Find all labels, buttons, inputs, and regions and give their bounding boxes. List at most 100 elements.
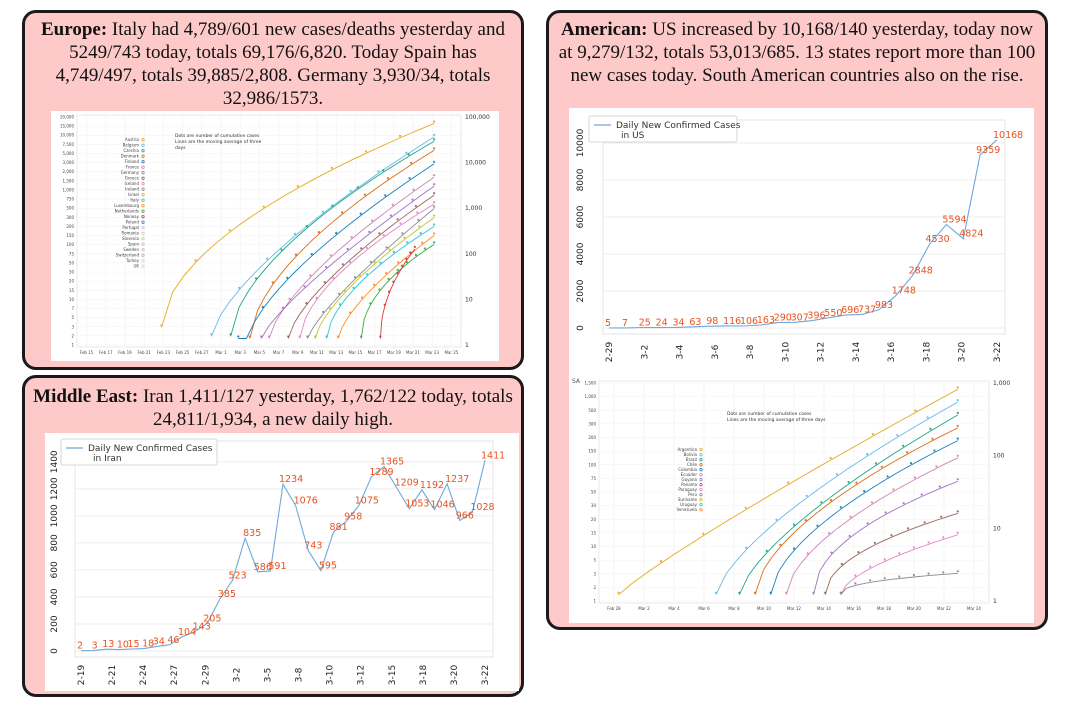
- eu-country-curve: [314, 217, 435, 339]
- sa-country-dot: [956, 570, 959, 573]
- sa-legend-entry: Argentina: [677, 447, 697, 452]
- sa-country-dot: [839, 591, 842, 594]
- eu-legend-marker: [141, 248, 145, 252]
- eu-country-dot: [315, 296, 318, 299]
- eu-right-tick-label: 1: [465, 342, 469, 349]
- us-point-label: 4824: [959, 229, 983, 240]
- iran-x-tick-label: 2-21: [108, 665, 118, 685]
- sa-left-tick-label: 3: [593, 571, 596, 576]
- eu-x-tick-label: Feb 25: [176, 350, 190, 355]
- sa-country-dot: [956, 399, 959, 402]
- sa-left-tick-label: 500: [588, 408, 596, 413]
- iran-y-tick-label: 400: [50, 588, 60, 605]
- sa-country-dot: [942, 571, 945, 574]
- sa-x-tick-label: Mar 16: [847, 606, 861, 611]
- iran-plot-frame: [74, 440, 494, 658]
- eu-country-dot: [194, 259, 197, 262]
- iran-point-label: 1192: [420, 480, 444, 491]
- eu-left-tick-label: 15: [69, 288, 75, 293]
- eu-legend-entry: Portugal: [122, 225, 139, 230]
- eu-left-tick-label: 7: [71, 306, 74, 311]
- eu-legend-entry: Italy: [130, 198, 139, 203]
- eu-left-tick-label: 1,500: [63, 178, 75, 183]
- sa-left-tick-label: 1: [593, 599, 596, 604]
- sa-country-dot: [956, 531, 959, 534]
- sa-country-dot: [829, 457, 832, 460]
- eu-legend-marker: [141, 138, 145, 142]
- sa-country-dot: [792, 523, 796, 526]
- middle-east-panel: Middle East: Iran 1,411/127 yesterday, 1…: [22, 375, 524, 697]
- sa-country-curve: [840, 572, 958, 595]
- eu-country-dot: [389, 214, 392, 217]
- iran-legend-box: [60, 438, 218, 466]
- eu-country-dot: [360, 247, 363, 250]
- eu-left-tick-label: 75: [69, 251, 75, 256]
- eu-x-tick-label: Mar 23: [425, 350, 439, 355]
- eu-country-dot: [330, 166, 333, 169]
- eu-x-tick-label: Feb 27: [195, 350, 209, 355]
- sa-country-dot: [956, 478, 959, 481]
- eu-country-dot: [387, 290, 391, 293]
- eu-x-tick-label: Feb 17: [99, 350, 113, 355]
- sa-country-curve: [770, 440, 959, 595]
- sa-country-dot: [745, 546, 748, 549]
- sa-legend-entry: Brazil: [686, 457, 697, 462]
- iran-legend-line1: Daily New Confirmed Cases: [88, 444, 213, 454]
- sa-legend-marker: [699, 473, 703, 477]
- eu-legend-marker: [141, 171, 145, 175]
- sa-country-dot: [890, 534, 893, 537]
- sa-note-1: Dots are number of cumulative cases: [727, 411, 812, 417]
- eu-legend-entry: Denmark: [121, 154, 140, 159]
- eu-left-tick-label: 300: [66, 215, 74, 220]
- sa-country-dot: [824, 591, 827, 594]
- sa-x-tick-label: Mar 6: [698, 606, 710, 611]
- eu-country-dot: [416, 211, 419, 214]
- sa-country-dot: [787, 481, 790, 484]
- eu-right-tick-label: 1,000: [465, 205, 482, 212]
- iran-point-label: 205: [203, 613, 221, 624]
- eu-country-dot: [414, 253, 417, 257]
- eu-legend-entry: Poland: [126, 220, 140, 225]
- eu-country-dot: [314, 335, 317, 338]
- sa-country-dot: [912, 546, 915, 549]
- eu-country-dot: [385, 272, 388, 275]
- eu-country-curve: [337, 235, 435, 339]
- iran-point-label: 1289: [369, 467, 393, 478]
- sa-country-dot: [907, 527, 910, 530]
- sa-country-curve: [754, 427, 959, 595]
- eu-left-tick-label: 10,000: [60, 133, 74, 138]
- sa-legend-marker: [699, 463, 703, 467]
- eu-country-dot: [373, 283, 376, 286]
- sa-country-dot: [830, 551, 833, 554]
- iran-point-label: 966: [456, 510, 474, 521]
- eu-legend-entry: Greece: [125, 176, 140, 181]
- sa-country-curve: [840, 534, 958, 595]
- eu-country-dot: [160, 324, 163, 327]
- iran-x-tick-label: 2-24: [139, 665, 149, 686]
- us-x-tick-label: 3-10: [781, 342, 791, 363]
- eu-legend-marker: [141, 264, 145, 268]
- sa-left-tick-label: 20: [591, 517, 597, 522]
- iran-point-label: 1046: [431, 500, 455, 511]
- iran-point-label: 1237: [445, 474, 469, 485]
- eu-left-tick-label: 1: [71, 343, 74, 348]
- eu-country-dot: [271, 281, 274, 284]
- sa-left-tick-label: 1,000: [585, 394, 597, 399]
- eu-x-tick-label: Feb 21: [137, 350, 151, 355]
- eu-country-dot: [310, 253, 313, 256]
- iran-y-tick-label: 1400: [50, 450, 60, 473]
- eu-note-2: Lines are the moving average of three: [175, 139, 262, 145]
- sa-country-dot: [906, 451, 909, 454]
- eu-x-tick-label: Mar 7: [273, 350, 285, 355]
- sa-legend-marker: [699, 468, 703, 472]
- eu-country-dot: [309, 274, 312, 277]
- eu-country-dot: [350, 236, 353, 239]
- eu-legend-entry: Netherlands: [115, 209, 139, 214]
- sa-country-dot: [870, 501, 874, 504]
- eu-country-dot: [421, 241, 424, 244]
- us-point-label: 5: [605, 318, 611, 329]
- iran-legend-line2: in Iran: [93, 454, 122, 464]
- eu-legend-marker: [141, 242, 145, 246]
- sa-legend-marker: [699, 503, 703, 507]
- europe-heading: Europe:: [41, 19, 108, 40]
